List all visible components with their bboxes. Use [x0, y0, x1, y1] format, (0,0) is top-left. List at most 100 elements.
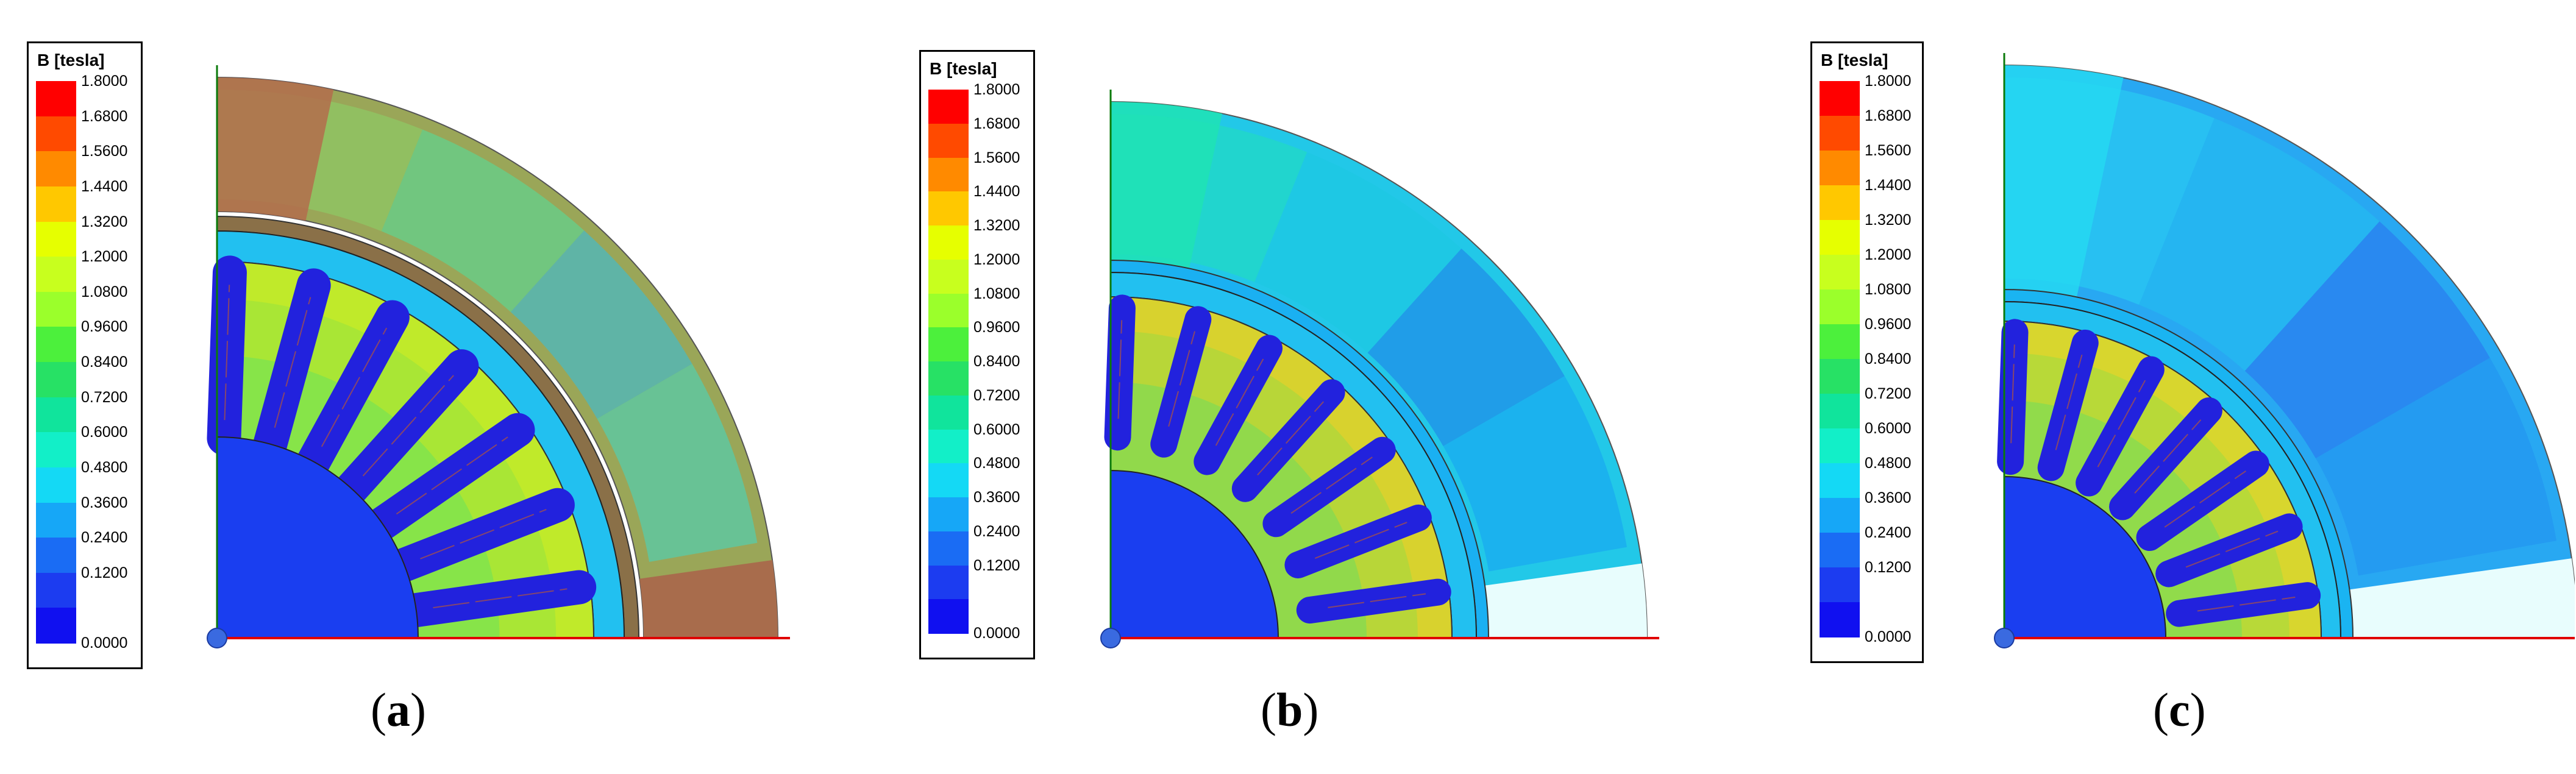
winding-conductor: [1290, 456, 1373, 514]
legend-swatch: [1820, 463, 1860, 499]
legend-tick-label: 1.3200: [81, 213, 128, 230]
legend-swatch: [1820, 533, 1860, 568]
winding-conductor: [224, 285, 230, 421]
yoke-field-band: [2244, 221, 2490, 458]
legend-tick-label: 0.2400: [1865, 524, 1912, 541]
legend-swatch: [36, 81, 76, 117]
legend-tick-label: 1.3200: [973, 217, 1020, 234]
legend-swatch: [36, 362, 76, 398]
shaft: [216, 436, 419, 639]
legend-swatch: [1820, 324, 1860, 360]
legend-swatch: [928, 565, 969, 600]
legend-tick-label: 0.4800: [973, 455, 1020, 472]
winding-conductor: [1168, 331, 1195, 427]
legend-tick-label: 0.7200: [81, 388, 128, 406]
field-legend: B [tesla] 1.8000 1.6800 1.5600 1.4400 1.3200…: [919, 50, 1035, 659]
legend-tick-label: 0.7200: [1865, 385, 1912, 402]
legend-swatch: [36, 186, 76, 222]
winding-conductor: [1117, 320, 1123, 419]
legend-swatch: [36, 116, 76, 152]
legend-swatch: [928, 395, 969, 430]
legend-tick-label: 1.8000: [973, 81, 1020, 98]
legend-swatch: [928, 327, 969, 362]
winding-conductor: [362, 375, 454, 477]
legend-title: B [tesla]: [930, 59, 997, 78]
legend-swatch: [1820, 185, 1860, 221]
winding-conductor: [1328, 593, 1426, 608]
legend-tick-label: 0.8400: [973, 353, 1020, 370]
legend-swatch: [36, 221, 76, 257]
legend-swatch: [36, 538, 76, 573]
legend-swatch: [928, 429, 969, 464]
legend-swatch: [928, 463, 969, 498]
winding-conductor: [2010, 344, 2015, 444]
winding-conductor: [1257, 401, 1325, 476]
winding-conductor: [274, 297, 311, 428]
legend-swatch: [928, 361, 969, 396]
field-legend: B [tesla] 1.8000 1.6800 1.5600 1.4400 1.3200…: [27, 41, 143, 669]
legend-tick-label: 0.2400: [973, 522, 1020, 540]
yoke-field-band: [510, 230, 692, 419]
legend-swatch: [1820, 428, 1860, 464]
legend-tick-label: 1.2000: [1865, 246, 1912, 263]
legend-tick-label: 1.3200: [1865, 211, 1912, 229]
yoke-field-band: [597, 364, 758, 562]
legend-tick-label: 0.4800: [81, 458, 128, 476]
legend-swatch: [928, 157, 969, 192]
legend-swatch: [1820, 498, 1860, 533]
origin-marker-icon: [1994, 628, 2015, 648]
legend-swatch: [928, 191, 969, 226]
legend-tick-label: 0.0000: [973, 625, 1020, 642]
legend-tick-label: 0.0000: [1865, 628, 1912, 645]
legend-swatch: [1820, 116, 1860, 151]
legend-swatch: [1820, 151, 1860, 186]
legend-tick-label: 1.0800: [973, 285, 1020, 302]
origin-marker-icon: [1100, 628, 1121, 648]
winding-conductor: [2055, 354, 2083, 450]
legend-tick-label: 1.0800: [81, 283, 128, 300]
caption: (c): [2153, 683, 2206, 736]
legend-swatch: [928, 293, 969, 328]
legend-swatch: [36, 291, 76, 327]
winding-conductor: [420, 509, 547, 559]
legend-swatch: [1820, 567, 1860, 603]
yoke-corner-region: [2004, 65, 2124, 299]
legend-swatch: [36, 467, 76, 503]
winding-conductor: [1215, 358, 1264, 446]
legend-tick-label: 1.4400: [81, 177, 128, 195]
legend-swatch: [36, 608, 76, 644]
legend-swatch: [1820, 289, 1860, 325]
legend-tick-label: 1.2000: [81, 248, 128, 266]
caption: (b): [1261, 683, 1319, 736]
legend-tick-label: 1.6800: [973, 115, 1020, 132]
legend-tick-label: 0.1200: [973, 556, 1020, 574]
yoke-field-band: [2315, 358, 2557, 576]
yoke-corner-region: [1111, 102, 1222, 275]
yoke-corner-region: [2348, 558, 2575, 638]
legend-tick-label: 0.1200: [1865, 559, 1912, 576]
legend-tick-label: 0.9600: [1865, 316, 1912, 333]
winding-conductor: [2164, 470, 2247, 528]
legend-swatch: [928, 225, 969, 260]
flux-density-plot: [1994, 53, 2575, 648]
panel-c: B [tesla] 1.8000 1.6800 1.5600 1.4400 1.3200…: [1782, 0, 2575, 774]
field-legend: B [tesla] 1.8000 1.6800 1.5600 1.4400 1.3200…: [1810, 41, 1924, 663]
legend-tick-label: 1.4400: [973, 183, 1020, 201]
legend-swatch: [36, 502, 76, 538]
legend-tick-label: 1.5600: [973, 149, 1020, 166]
winding-conductor: [433, 588, 568, 609]
legend-swatch: [36, 327, 76, 363]
legend-swatch: [1820, 394, 1860, 429]
winding-conductor: [2134, 419, 2202, 494]
legend-tick-label: 1.8000: [81, 73, 128, 90]
legend-title: B [tesla]: [37, 51, 105, 69]
legend-swatch: [928, 259, 969, 294]
legend-tick-label: 0.2400: [81, 529, 128, 547]
yoke-field-band: [2139, 118, 2380, 371]
shaft: [2004, 475, 2167, 639]
legend-tick-label: 0.3600: [1865, 489, 1912, 506]
legend-swatch: [36, 432, 76, 468]
flux-density-plot: [207, 65, 790, 648]
legend-swatch: [1820, 359, 1860, 394]
legend-tick-label: 0.0000: [81, 634, 128, 652]
